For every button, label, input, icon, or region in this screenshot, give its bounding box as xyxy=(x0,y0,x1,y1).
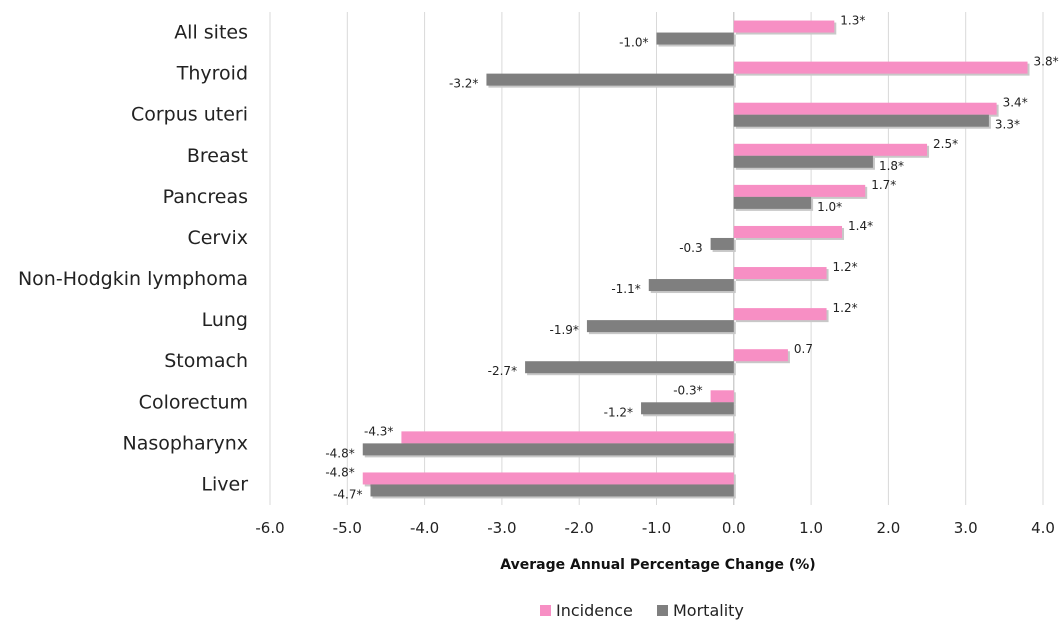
category-label: Colorectum xyxy=(139,391,248,413)
mortality-bar xyxy=(525,361,734,374)
x-tick-label: -6.0 xyxy=(255,519,284,537)
incidence-data-label: 1.2* xyxy=(833,301,858,315)
incidence-bar xyxy=(733,225,843,238)
incidence-data-label: 0.7 xyxy=(794,342,813,356)
x-tick-label: 4.0 xyxy=(1031,519,1055,537)
mortality-bar xyxy=(370,484,734,497)
mortality-data-label: -0.3 xyxy=(679,241,702,255)
incidence-data-label: 3.8* xyxy=(1034,55,1059,69)
mortality-bar xyxy=(733,196,812,209)
incidence-bar xyxy=(733,349,788,362)
incidence-bar xyxy=(733,308,827,321)
incidence-bar xyxy=(733,184,866,197)
incidence-bar xyxy=(733,267,827,280)
mortality-bar xyxy=(486,73,734,86)
mortality-data-label: -1.0* xyxy=(619,36,648,50)
mortality-data-label: 1.0* xyxy=(817,200,842,214)
category-label: Stomach xyxy=(164,350,248,372)
x-tick-label: 1.0 xyxy=(799,519,823,537)
incidence-bar xyxy=(733,102,997,115)
incidence-bar xyxy=(733,61,1028,74)
data-labels: 1.3* -1.0* 3.8* -3.2* 3.4* 3.3* 2.5* 1.8* 1.7* 1.… xyxy=(325,14,1058,502)
incidence-data-label: -4.8* xyxy=(325,465,354,479)
incidence-legend-label: Incidence xyxy=(556,601,633,620)
incidence-data-label: 1.3* xyxy=(840,14,865,28)
incidence-data-label: -0.3* xyxy=(673,383,702,397)
incidence-data-label: 1.4* xyxy=(848,219,873,233)
incidence-bar xyxy=(362,472,734,485)
mortality-data-label: 1.8* xyxy=(879,159,904,173)
incidence-bar xyxy=(733,20,835,33)
mortality-bar xyxy=(710,237,734,250)
incidence-legend-swatch xyxy=(540,605,551,616)
mortality-data-label: -1.2* xyxy=(604,405,633,419)
category-label: Nasopharynx xyxy=(123,432,248,454)
mortality-data-label: -3.2* xyxy=(449,77,478,91)
mortality-legend-swatch xyxy=(657,605,668,616)
mortality-bar xyxy=(733,155,873,168)
incidence-bar xyxy=(710,390,734,403)
category-label: Corpus uteri xyxy=(131,104,248,126)
x-tick-label: -2.0 xyxy=(565,519,594,537)
incidence-data-label: -4.3* xyxy=(364,424,393,438)
mortality-data-label: -4.8* xyxy=(325,446,354,460)
incidence-bar xyxy=(401,431,734,444)
mortality-data-label: -4.7* xyxy=(333,487,362,501)
category-labels: All sites Thyroid Corpus uteri Breast Pancre… xyxy=(18,22,248,496)
category-label: Cervix xyxy=(187,227,248,249)
x-tick-label: -3.0 xyxy=(487,519,516,537)
incidence-data-label: 1.2* xyxy=(833,260,858,274)
x-tick-label: -1.0 xyxy=(642,519,671,537)
x-tick-label: 2.0 xyxy=(876,519,900,537)
incidence-data-label: 3.4* xyxy=(1003,96,1028,110)
category-label: Non-Hodgkin lymphoma xyxy=(18,268,248,290)
category-label: Lung xyxy=(202,309,248,331)
category-label: Breast xyxy=(187,145,248,167)
x-axis-title: Average Annual Percentage Change (%) xyxy=(500,557,815,573)
mortality-bar xyxy=(641,402,734,415)
mortality-data-label: -2.7* xyxy=(488,364,517,378)
incidence-data-label: 1.7* xyxy=(871,178,896,192)
category-label: Thyroid xyxy=(176,63,248,85)
x-tick-label: -4.0 xyxy=(410,519,439,537)
bars xyxy=(362,20,1030,499)
x-tick-label: 3.0 xyxy=(954,519,978,537)
mortality-bar xyxy=(586,320,734,333)
gridlines xyxy=(269,12,1044,505)
mortality-data-label: 3.3* xyxy=(995,118,1020,132)
mortality-bar xyxy=(648,279,734,292)
x-tick-label: 0.0 xyxy=(722,519,746,537)
category-label: Pancreas xyxy=(163,186,248,208)
mortality-data-label: -1.9* xyxy=(550,323,579,337)
incidence-data-label: 2.5* xyxy=(933,137,958,151)
x-tick-labels: -6.0 -5.0 -4.0 -3.0 -2.0 -1.0 0.0 1.0 2.0 3.0 4.0 xyxy=(255,519,1055,537)
mortality-legend-label: Mortality xyxy=(673,601,744,620)
category-label: Liver xyxy=(201,473,248,495)
mortality-bar xyxy=(656,32,734,45)
mortality-bar xyxy=(362,443,734,456)
legend: Incidence Mortality xyxy=(540,601,744,620)
x-tick-label: -5.0 xyxy=(333,519,362,537)
incidence-bar xyxy=(733,143,928,156)
mortality-data-label: -1.1* xyxy=(611,282,640,296)
mortality-bar xyxy=(733,114,989,127)
category-label: All sites xyxy=(174,22,248,44)
